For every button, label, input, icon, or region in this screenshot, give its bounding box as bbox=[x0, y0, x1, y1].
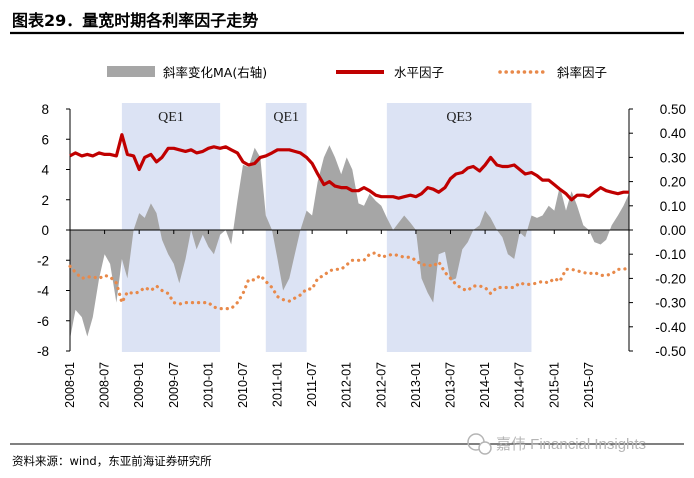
qe-band-label-2: QE3 bbox=[446, 110, 472, 125]
x-tick-label-13: 2014-07 bbox=[513, 362, 527, 408]
right-tick-label-2: -0.30 bbox=[655, 296, 686, 311]
x-tick-label-3: 2009-07 bbox=[167, 362, 181, 408]
legend-swatch-slope-change bbox=[107, 66, 155, 77]
slope-factor-line bbox=[68, 251, 631, 311]
qe-bands: QE1 QE1 QE3 bbox=[121, 103, 532, 352]
x-tick-label-1: 2008-07 bbox=[98, 362, 112, 408]
left-tick-label-0: -8 bbox=[37, 344, 49, 359]
chart-title: 图表29．量宽时期各利率因子走势 bbox=[12, 11, 258, 30]
legend-label-slope: 斜率因子 bbox=[557, 65, 607, 80]
right-tick-label-4: -0.10 bbox=[655, 247, 686, 262]
slope-change-area-series bbox=[70, 145, 629, 339]
x-tick-label-9: 2012-07 bbox=[374, 362, 388, 408]
level-factor-line bbox=[69, 133, 629, 202]
left-tick-label-1: -6 bbox=[37, 314, 49, 329]
left-tick-label-7: 6 bbox=[41, 132, 49, 147]
qe-band-label-0: QE1 bbox=[158, 110, 184, 125]
left-tick-label-5: 2 bbox=[41, 193, 49, 208]
axes: -8 -6 -4 -2 0 2 4 6 8 -0.50 -0.40 -0.30 -0.20 -0.10 0.… bbox=[37, 102, 686, 408]
x-tick-label-7: 2011-07 bbox=[305, 362, 319, 407]
x-tick-label-5: 2010-07 bbox=[236, 362, 250, 408]
watermark-text: 嘉伟 Financial Insights bbox=[496, 436, 646, 453]
x-tick-label-11: 2013-07 bbox=[444, 362, 458, 408]
qe-band-1 bbox=[265, 103, 307, 352]
x-tick-label-15: 2015-07 bbox=[582, 362, 596, 408]
right-tick-label-7: 0.20 bbox=[660, 175, 686, 190]
legend-label-level: 水平因子 bbox=[394, 65, 444, 80]
legend: 斜率变化MA(右轴) 水平因子 斜率因子 bbox=[107, 65, 607, 80]
factor-lines bbox=[68, 133, 631, 311]
right-tick-label-8: 0.30 bbox=[660, 150, 686, 165]
left-tick-label-2: -4 bbox=[37, 284, 49, 299]
legend-label-slope-change: 斜率变化MA(右轴) bbox=[163, 65, 267, 80]
x-tick-label-4: 2010-01 bbox=[201, 362, 215, 408]
right-tick-label-5: 0.00 bbox=[660, 223, 686, 238]
left-tick-label-8: 8 bbox=[41, 102, 49, 117]
x-tick-label-0: 2008-01 bbox=[63, 362, 77, 408]
slope-change-area bbox=[70, 145, 629, 339]
right-tick-label-3: -0.20 bbox=[655, 271, 686, 286]
left-tick-label-4: 0 bbox=[41, 223, 49, 238]
qe-band-label-1: QE1 bbox=[273, 110, 299, 125]
x-tick-label-12: 2014-01 bbox=[478, 362, 492, 408]
x-tick-label-10: 2013-01 bbox=[409, 362, 423, 408]
wechat-icon-small bbox=[478, 441, 492, 455]
left-tick-label-6: 4 bbox=[41, 163, 49, 178]
x-tick-label-8: 2012-01 bbox=[340, 362, 354, 408]
x-tick-label-2: 2009-01 bbox=[132, 362, 146, 408]
x-tick-label-6: 2011-01 bbox=[271, 362, 285, 407]
source-note: 资料来源：wind，东亚前海证券研究所 bbox=[12, 454, 212, 468]
right-tick-label-9: 0.40 bbox=[660, 126, 686, 141]
watermark: 嘉伟 Financial Insights bbox=[467, 433, 646, 455]
right-tick-label-6: 0.10 bbox=[660, 199, 686, 214]
left-tick-label-3: -2 bbox=[37, 253, 49, 268]
right-tick-label-0: -0.50 bbox=[655, 344, 686, 359]
right-tick-label-1: -0.40 bbox=[655, 320, 686, 335]
x-tick-label-14: 2015-01 bbox=[547, 362, 561, 408]
right-tick-label-10: 0.50 bbox=[660, 102, 686, 117]
